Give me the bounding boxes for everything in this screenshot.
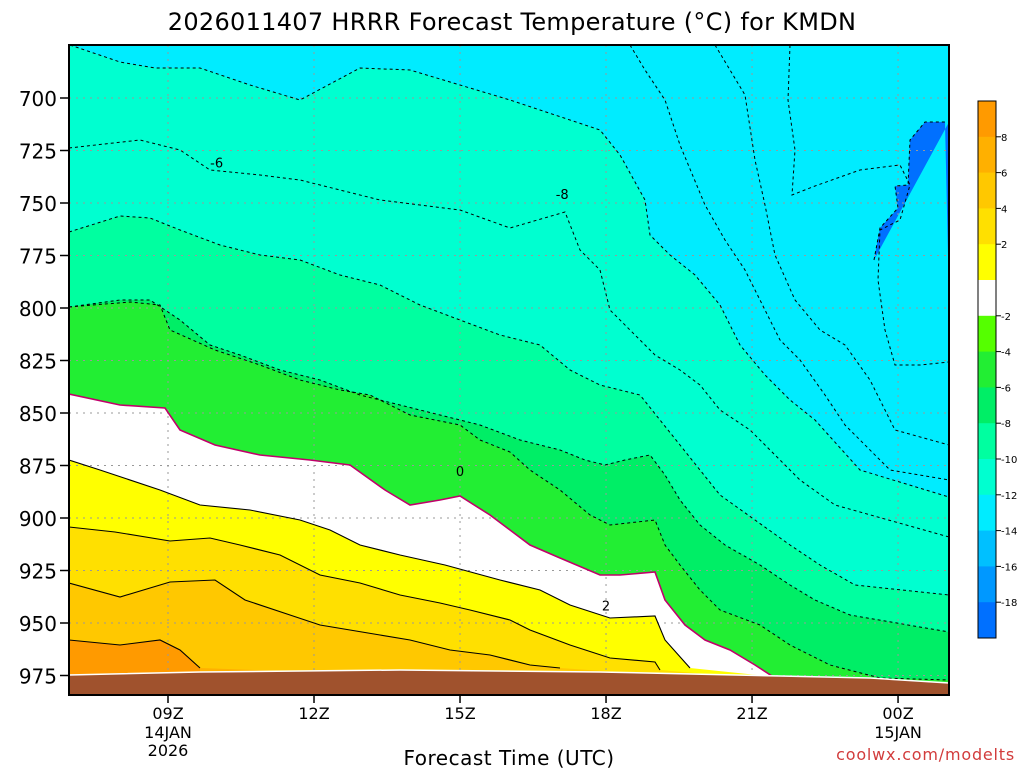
x-tick-label: 14JAN [144, 723, 192, 742]
colorbar-label: -4 [1001, 348, 1011, 359]
colorbar-label: -8 [1001, 419, 1011, 430]
y-tick-label: 775 [19, 245, 57, 269]
contour-label: -8 [556, 188, 569, 203]
colorbar-cell [978, 494, 996, 532]
contour-z0 [69, 393, 776, 679]
y-tick-label: 875 [19, 455, 57, 479]
colorbar-cell [978, 351, 996, 388]
contour-m2 [69, 301, 949, 681]
colorbar-cell [978, 208, 996, 245]
contour-p2 [69, 459, 691, 669]
contour-m10 [69, 45, 949, 498]
colorbar: 8 6 4 2 -2 -4 -6 -8 -10 -12 -14 -16 -18 [977, 100, 1017, 639]
contour-m4 [69, 299, 949, 633]
colorbar-cell [978, 136, 996, 174]
contour-labels: -6 -8 0 2 [210, 156, 610, 614]
y-tick-label: 900 [19, 507, 57, 531]
colorbar-label: -12 [1001, 491, 1017, 502]
y-tick-label: 825 [19, 350, 57, 374]
y-tick-label: 850 [19, 402, 57, 426]
colorbar-label: -6 [1001, 383, 1011, 394]
x-axis-label: Forecast Time (UTC) [403, 746, 614, 768]
y-tick-label: 800 [19, 297, 57, 321]
temperature-bands [69, 45, 949, 695]
y-tick-label: 925 [19, 560, 57, 584]
x-tick-label: 18Z [590, 704, 621, 723]
x-tick-label: 15JAN [874, 723, 922, 742]
colorbar-cell [978, 423, 996, 460]
colorbar-cell [978, 244, 996, 281]
plot-frame [68, 44, 950, 696]
contour-m14 [714, 45, 949, 446]
x-tick-label: 09Z [152, 704, 183, 723]
colorbar-label: -18 [1001, 598, 1017, 609]
colorbar-cell [978, 101, 996, 138]
contour-m6 [69, 215, 949, 596]
colorbar-label: -2 [1001, 312, 1011, 323]
contour-m18 [873, 121, 945, 261]
colorbar-label: 6 [1001, 169, 1007, 180]
colorbar-cell [978, 172, 996, 209]
colorbar-label: 2 [1001, 240, 1007, 251]
colorbar-frame [977, 100, 997, 639]
contour-m12 [629, 45, 949, 481]
band-p6 [69, 580, 949, 695]
contour-p6 [69, 579, 561, 669]
colorbar-cell [978, 315, 996, 353]
colorbar-label: -14 [1001, 527, 1017, 538]
colorbar-cell [978, 459, 996, 496]
colorbar-label: 8 [1001, 133, 1007, 144]
band-m18 [874, 122, 949, 300]
credit-text: coolwx.com/modelts [836, 745, 1015, 764]
colorbar-label: 4 [1001, 204, 1007, 215]
band-m10 [70, 45, 949, 497]
y-tick-label: 700 [19, 87, 57, 111]
x-tick-label: 12Z [298, 704, 329, 723]
contour-label: -6 [210, 156, 223, 171]
colorbar-cell [978, 280, 996, 317]
colorbar-label: -10 [1001, 455, 1017, 466]
colorbar-cell [978, 387, 996, 424]
colorbar-cell [978, 530, 996, 567]
contour-label: 0 [456, 465, 464, 480]
y-tick-label: 750 [19, 192, 57, 216]
contour-lines [69, 45, 949, 681]
contour-p4 [69, 526, 661, 671]
x-tick-label: 21Z [736, 704, 767, 723]
chart-title: 2026011407 HRRR Forecast Temperature (°C… [168, 8, 857, 36]
contour-m8 [69, 139, 949, 538]
y-tick-label: 725 [19, 140, 57, 164]
y-tick-label: 950 [19, 612, 57, 636]
contour-label: 2 [602, 599, 610, 614]
colorbar-label: -16 [1001, 562, 1017, 573]
contour-m16 [787, 45, 949, 366]
x-tick-label: 2026 [148, 741, 189, 760]
y-tick-label: 975 [19, 665, 57, 689]
colorbar-cell [978, 566, 996, 603]
y-axis: 700 725 750 775 800 825 850 875 900 925 950 975 [19, 87, 69, 689]
colorbar-cell [978, 602, 996, 639]
contour-p8 [69, 639, 201, 669]
x-tick-label: 15Z [444, 704, 475, 723]
ground-surface [69, 669, 949, 695]
x-tick-label: 00Z [882, 704, 913, 723]
plot-area: -6 -8 0 2 [69, 45, 949, 695]
